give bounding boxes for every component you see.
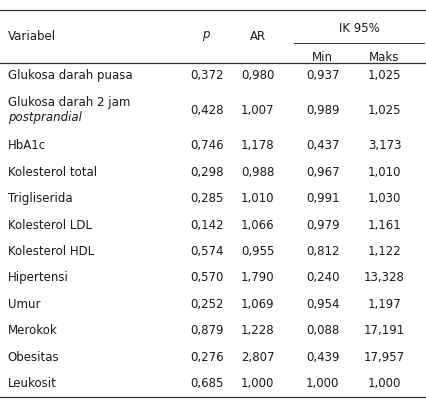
- Text: 0,991: 0,991: [306, 192, 340, 205]
- Text: 1,000: 1,000: [306, 377, 340, 390]
- Text: 0,428: 0,428: [190, 104, 223, 117]
- Text: 0,746: 0,746: [190, 139, 223, 152]
- Text: 1,178: 1,178: [241, 139, 274, 152]
- Text: Glukosa darah puasa: Glukosa darah puasa: [8, 69, 132, 82]
- Text: 3,173: 3,173: [368, 139, 401, 152]
- Text: 1,010: 1,010: [241, 192, 274, 205]
- Text: 1,025: 1,025: [368, 104, 401, 117]
- Text: 17,191: 17,191: [364, 324, 405, 337]
- Text: Kolesterol HDL: Kolesterol HDL: [8, 245, 94, 258]
- Text: IK 95%: IK 95%: [339, 22, 379, 35]
- Text: 0,980: 0,980: [241, 69, 274, 82]
- Text: 0,812: 0,812: [306, 245, 340, 258]
- Text: 1,069: 1,069: [241, 298, 274, 311]
- Text: Variabel: Variabel: [8, 30, 56, 43]
- Text: 1,000: 1,000: [241, 377, 274, 390]
- Text: 1,030: 1,030: [368, 192, 401, 205]
- Text: 0,979: 0,979: [306, 219, 340, 231]
- Text: HbA1c: HbA1c: [8, 139, 46, 152]
- Text: AR: AR: [250, 30, 266, 43]
- Text: 0,276: 0,276: [190, 351, 223, 364]
- Text: 0,685: 0,685: [190, 377, 223, 390]
- Text: 1,790: 1,790: [241, 271, 274, 284]
- Text: 0,439: 0,439: [306, 351, 340, 364]
- Text: 1,122: 1,122: [368, 245, 401, 258]
- Text: 1,066: 1,066: [241, 219, 274, 231]
- Text: 1,197: 1,197: [368, 298, 401, 311]
- Text: 0,574: 0,574: [190, 245, 223, 258]
- Text: Trigliserida: Trigliserida: [8, 192, 72, 205]
- Text: 0,142: 0,142: [190, 219, 223, 231]
- Text: 1,010: 1,010: [368, 166, 401, 179]
- Text: postprandial: postprandial: [8, 111, 81, 124]
- Text: 1,025: 1,025: [368, 69, 401, 82]
- Text: 0,937: 0,937: [306, 69, 340, 82]
- Text: 0,298: 0,298: [190, 166, 223, 179]
- Text: 0,879: 0,879: [190, 324, 223, 337]
- Text: 0,437: 0,437: [306, 139, 340, 152]
- Text: 1,000: 1,000: [368, 377, 401, 390]
- Text: Kolesterol total: Kolesterol total: [8, 166, 97, 179]
- Text: 0,988: 0,988: [241, 166, 274, 179]
- Text: 1,161: 1,161: [368, 219, 401, 231]
- Text: Maks: Maks: [369, 51, 400, 64]
- Text: Min: Min: [312, 51, 333, 64]
- Text: Merokok: Merokok: [8, 324, 58, 337]
- Text: 2,807: 2,807: [241, 351, 274, 364]
- Text: 0,252: 0,252: [190, 298, 223, 311]
- Text: Leukosit: Leukosit: [8, 377, 57, 390]
- Text: 0,954: 0,954: [306, 298, 340, 311]
- Text: 13,328: 13,328: [364, 271, 405, 284]
- Text: 0,285: 0,285: [190, 192, 223, 205]
- Text: Hipertensi: Hipertensi: [8, 271, 69, 284]
- Text: 0,570: 0,570: [190, 271, 223, 284]
- Text: Glukosa darah 2 jam: Glukosa darah 2 jam: [8, 96, 130, 109]
- Text: 1,228: 1,228: [241, 324, 274, 337]
- Text: 0,372: 0,372: [190, 69, 223, 82]
- Text: 0,088: 0,088: [306, 324, 340, 337]
- Text: 0,967: 0,967: [306, 166, 340, 179]
- Text: 0,955: 0,955: [241, 245, 274, 258]
- Text: Kolesterol LDL: Kolesterol LDL: [8, 219, 92, 231]
- Text: 0,989: 0,989: [306, 104, 340, 117]
- Text: Umur: Umur: [8, 298, 40, 311]
- Text: 1,007: 1,007: [241, 104, 274, 117]
- Text: Obesitas: Obesitas: [8, 351, 59, 364]
- Text: $p$: $p$: [202, 29, 211, 43]
- Text: 0,240: 0,240: [306, 271, 340, 284]
- Text: 17,957: 17,957: [364, 351, 405, 364]
